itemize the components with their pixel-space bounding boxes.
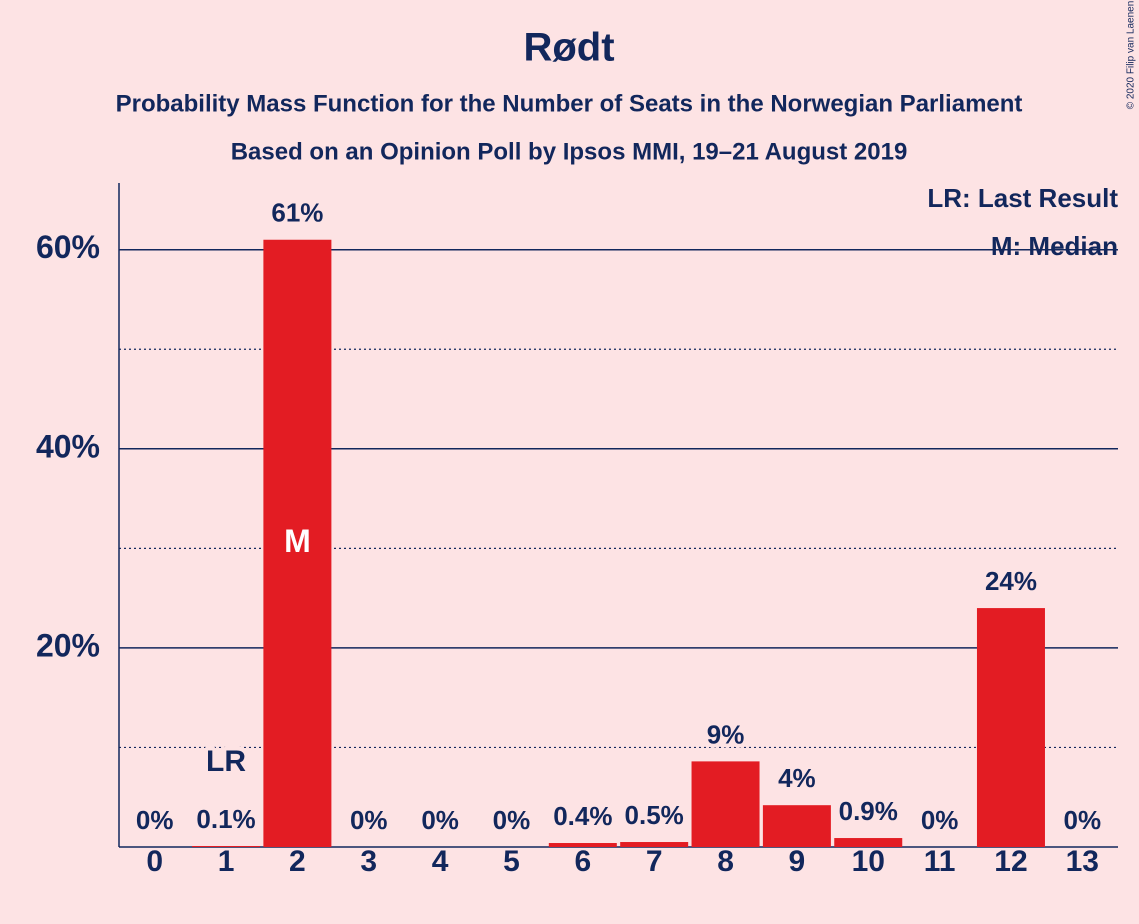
x-tick-label: 2 (289, 845, 306, 878)
x-tick-label: 12 (994, 845, 1027, 878)
value-label: 0.9% (839, 796, 898, 826)
value-label: 9% (707, 719, 745, 749)
bar (263, 239, 332, 847)
x-tick-label: 6 (574, 845, 591, 878)
x-tick-label: 13 (1066, 845, 1099, 878)
bar (976, 608, 1045, 847)
value-label: 4% (778, 763, 816, 793)
last-result-marker: LR (206, 745, 246, 778)
x-tick-label: 1 (218, 845, 235, 878)
bar (691, 761, 760, 847)
x-tick-label: 9 (789, 845, 806, 878)
value-label: 0% (136, 805, 174, 835)
value-label: 0.4% (553, 801, 612, 831)
value-label: 0.5% (625, 800, 684, 830)
value-label: 0% (421, 805, 459, 835)
y-tick-label: 40% (36, 428, 100, 464)
x-tick-label: 10 (852, 845, 885, 878)
x-tick-label: 4 (432, 845, 449, 878)
x-tick-label: 0 (146, 845, 163, 878)
chart-subtitle: Probability Mass Function for the Number… (116, 90, 1023, 117)
y-tick-label: 60% (36, 229, 100, 265)
x-tick-label: 7 (646, 845, 663, 878)
legend-entry: LR: Last Result (927, 183, 1118, 213)
legend-entry: M: Median (991, 231, 1118, 261)
x-tick-label: 11 (924, 845, 956, 878)
y-tick-label: 20% (36, 627, 100, 663)
bar (620, 842, 689, 847)
value-label: 61% (271, 198, 323, 228)
value-label: 0% (493, 805, 531, 835)
value-label: 0% (921, 805, 959, 835)
value-label: 0% (1064, 805, 1102, 835)
x-tick-label: 8 (717, 845, 734, 878)
x-tick-label: 3 (360, 845, 377, 878)
chart-subtitle: Based on an Opinion Poll by Ipsos MMI, 1… (231, 138, 908, 165)
chart-title: Rødt (523, 26, 614, 70)
value-label: 0% (350, 805, 388, 835)
copyright: © 2020 Filip van Laenen (1126, 1, 1137, 110)
x-tick-label: 5 (503, 845, 520, 878)
bar (192, 846, 261, 847)
bar (762, 805, 831, 847)
value-label: 24% (985, 566, 1037, 596)
bar (834, 838, 903, 847)
value-label: 0.1% (196, 804, 255, 834)
bar (548, 843, 617, 847)
median-marker: M (284, 523, 311, 559)
